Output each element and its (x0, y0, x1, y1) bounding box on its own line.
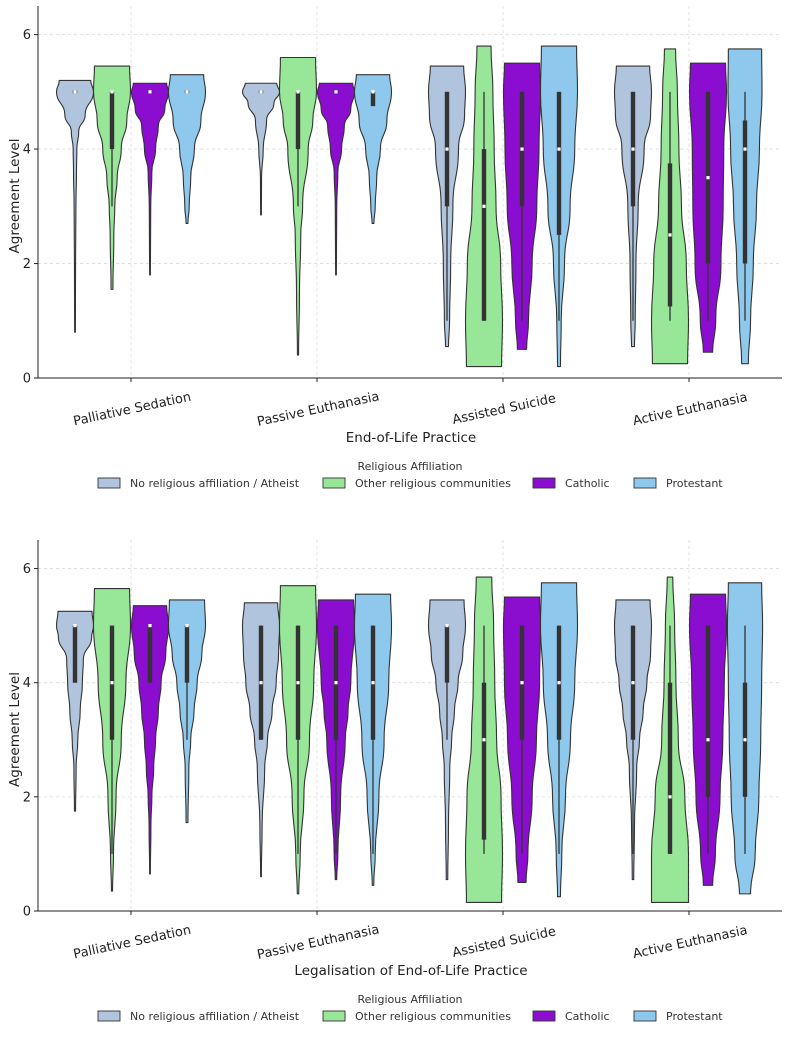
legend-label: Other religious communities (355, 477, 511, 490)
x-tick-label: Assisted Suicide (451, 391, 557, 428)
violin-median (259, 681, 263, 685)
legend-label: No religious affiliation / Atheist (130, 477, 300, 490)
y-tick-label: 2 (23, 257, 31, 272)
violin-median (557, 681, 561, 685)
legend-title: Religious Affiliation (357, 993, 462, 1006)
violin-median (445, 624, 449, 628)
violin-median (520, 681, 524, 685)
violin-median (520, 147, 524, 151)
chart-2: 0 2 4 6 Palliative Sedation Passive Euthanasi… (7, 540, 782, 1023)
violin-body (130, 605, 170, 875)
legend: Religious Affiliation No religious affili… (97, 460, 723, 490)
legend: Religious Affiliation No religious affili… (97, 993, 723, 1023)
legend-label: No religious affiliation / Atheist (130, 1010, 300, 1023)
chart-1: 0 2 4 6 Palliative Sedation Passive Euthanasi… (7, 6, 782, 490)
violin-iqr-box (481, 682, 487, 840)
legend-label: Catholic (565, 1010, 610, 1023)
y-axis-title: Agreement Level (7, 139, 23, 254)
x-tick-label: Active Euthanasia (632, 923, 749, 962)
violin-iqr-box (295, 91, 301, 150)
violin-body (278, 56, 318, 356)
x-axis-title: Legalisation of End-of-Life Practice (294, 963, 527, 979)
violin-body (241, 82, 281, 216)
violin-body (130, 82, 170, 276)
legend-label: Protestant (666, 477, 723, 490)
x-tick-label: Palliative Sedation (72, 923, 192, 963)
violin-median (73, 624, 77, 628)
violin-median (148, 624, 152, 628)
violin-median (110, 90, 114, 94)
violin-median (668, 795, 672, 799)
violin-iqr-box (667, 682, 673, 854)
y-axis-title: Agreement Level (7, 672, 23, 787)
violin-body (55, 610, 95, 812)
violin-median (371, 681, 375, 685)
x-tick-label: Passive Euthanasia (256, 922, 381, 963)
legend-swatch (532, 477, 556, 489)
violin-median (296, 681, 300, 685)
violin-median (631, 681, 635, 685)
violin-median (668, 233, 672, 237)
violin-iqr-box (109, 91, 115, 150)
legend-swatch (97, 1010, 121, 1022)
x-tick-label: Assisted Suicide (451, 924, 557, 961)
legend-swatch (633, 477, 657, 489)
violin-iqr-box (481, 149, 487, 321)
violin-median (73, 90, 77, 94)
violin-iqr-box (444, 625, 450, 683)
legend-swatch (322, 477, 346, 489)
y-tick-label: 0 (23, 905, 31, 920)
y-tick-label: 4 (23, 143, 31, 158)
legend-label: Other religious communities (355, 1010, 511, 1023)
violin-median (482, 738, 486, 742)
violin-median (185, 90, 189, 94)
legend-swatch (322, 1010, 346, 1022)
violin-body (427, 599, 467, 881)
legend-label: Protestant (666, 1010, 723, 1023)
violin-median (185, 624, 189, 628)
y-tick-label: 6 (23, 28, 31, 43)
violin-iqr-box (184, 625, 190, 683)
violin-iqr-box (370, 91, 376, 107)
violin-median (110, 681, 114, 685)
legend-swatch (633, 1010, 657, 1022)
violin-median (334, 681, 338, 685)
legend-title: Religious Affiliation (357, 460, 462, 473)
legend-label: Catholic (565, 477, 610, 490)
x-tick-label: Active Euthanasia (632, 390, 749, 429)
legend-swatch (532, 1010, 556, 1022)
y-tick-label: 4 (23, 676, 31, 691)
y-tick-label: 6 (23, 562, 31, 577)
violin-median (482, 204, 486, 208)
violin-iqr-box (147, 625, 153, 683)
x-tick-label: Passive Euthanasia (256, 389, 381, 430)
violin-median (371, 90, 375, 94)
violin-body (55, 79, 95, 333)
violin-median (557, 147, 561, 151)
violin-median (445, 147, 449, 151)
violin-body (353, 74, 393, 225)
violin-iqr-box (556, 91, 562, 235)
violin-median (334, 90, 338, 94)
x-tick-label: Palliative Sedation (72, 390, 192, 430)
violin-iqr-box (72, 625, 78, 683)
violin-median (148, 90, 152, 94)
violin-body (316, 82, 356, 276)
violin-iqr-box (705, 625, 711, 797)
y-tick-label: 0 (23, 372, 31, 387)
violin-median (706, 738, 710, 742)
legend-swatch (97, 477, 121, 489)
x-axis-title: End-of-Life Practice (346, 430, 476, 446)
violin-median (743, 738, 747, 742)
y-tick-label: 2 (23, 790, 31, 805)
violin-body (167, 74, 207, 225)
violin-median (706, 176, 710, 180)
violin-median (296, 90, 300, 94)
violin-median (259, 90, 263, 94)
violin-median (743, 147, 747, 151)
violin-iqr-box (742, 120, 748, 264)
violin-median (631, 147, 635, 151)
